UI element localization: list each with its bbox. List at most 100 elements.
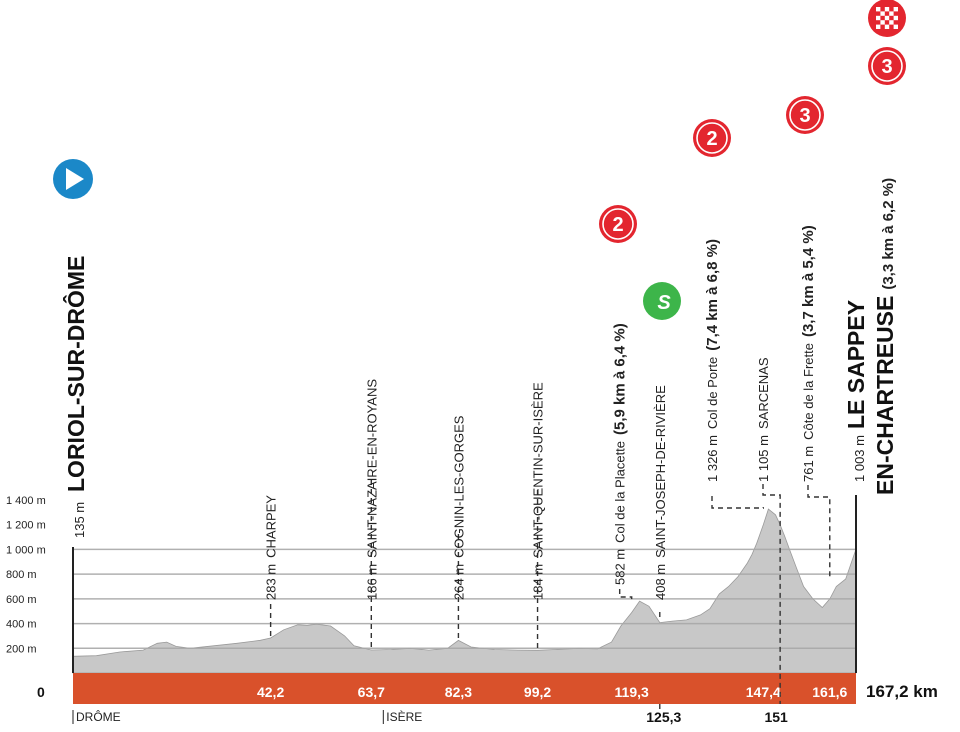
flag-square [889,20,894,25]
y-tick-label: 600 m [6,594,37,606]
climb-label-1-part-1: Col de Porte [705,357,720,429]
place-label-0: 283 m CHARPEY [264,495,279,600]
place-label-3-part-1: SAINT-QUENTIN-SUR-ISÈRE [531,382,546,558]
flag-square [889,11,894,16]
climb-category-badge-0-circle [599,205,637,243]
start-city-label: LORIOL-SUR-DRÔME [62,256,89,492]
climb-label-0: 582 m Col de la Placette (5,9 km à 6,4 %) [612,323,629,585]
distance-band-bar [73,673,856,704]
km-label-0: 42,2 [257,684,284,700]
place-label-1-part-1: SAINT-NAZAIRE-EN-ROYANS [364,379,379,558]
distance-band: 0 167,2 km 42,2 63,7 82,3 99,2 119,3 147,4 161,6… [37,673,938,725]
finish-km-label: 167,2 km [866,682,938,701]
flag-square [884,15,890,21]
climb-label-2-part-0: 761 m [801,446,816,482]
sprint-km-label: 125,3 [646,709,681,725]
sprint-icon-letter: S [657,292,671,314]
climb-km-label-0: 119,3 [615,684,649,700]
place-label-2-part-1: COGNIN-LES-GORGES [451,415,466,558]
finish-altitude-label-part-0: 1 003 m [852,435,867,482]
climb-category-badge-2-circle [786,96,824,134]
start-city-label-part-0: LORIOL-SUR-DRÔME [62,256,89,492]
flag-square [876,7,881,12]
y-tick-label: 200 m [6,643,37,655]
place-label-2-part-0: 264 m [451,564,466,600]
climb-label-2-part-2: (3,7 km à 5,4 %) [800,225,817,337]
y-axis-ticks: 200 m 400 m 600 m 800 m 1 000 m 1 200 m 1 400 … [6,495,46,655]
climb-km-label-1: 147,4 [746,684,781,700]
climb-stem-0 [618,589,633,600]
y-tick-label: 1 000 m [6,544,46,556]
climb-stem-1 [711,496,764,509]
place-label-2: 264 m COGNIN-LES-GORGES [451,415,466,600]
climb-label-2-part-1: Côte de la Frette [801,343,816,440]
place-label-3-part-0: 184 m [531,564,546,600]
climb-category-badge-0-label: 2 [612,214,623,236]
climb-label-0-part-1: Col de la Placette [613,441,628,543]
y-tick-label: 1 400 m [6,495,46,507]
sarcenas-label: 1 105 m SARCENAS [756,357,771,482]
marker-labels: 283 m CHARPEY 186 m SAINT-NAZAIRE-EN-ROYANS… [62,178,898,600]
sarcenas-stem [762,484,781,704]
y-tick-label: 1 200 m [6,520,46,532]
climb-category-badge-2-label: 3 [799,105,810,127]
climb-category-badge-2-ring [789,99,821,131]
y-tick-label: 400 m [6,619,37,631]
sprint-icon [643,282,681,320]
km-label-1: 63,7 [358,684,385,700]
place-label-0-part-0: 283 m [264,564,279,600]
start-altitude-label: 135 m [72,502,87,538]
sarcenas-km-label: 151 [764,709,788,725]
finish-flag-icon [868,0,906,37]
finish-category-badge-label: 3 [881,56,892,78]
finish-city-label: EN-CHARTREUSE (3,3 km à 6,2 %) [872,178,898,495]
flag-square [893,7,898,12]
climb-category-badge-1-label: 2 [706,128,717,150]
climb-km-label-2: 161,6 [812,684,847,700]
finish-altitude-label: 1 003 m LE SAPPEY [843,300,869,482]
climb-label-1-part-2: (7,4 km à 6,8 %) [704,239,721,351]
climb-stem-2 [807,485,831,577]
marker-icons: 2 2 3 S 3 [53,0,906,320]
flag-square [880,20,885,25]
finish-city-label-part-0: EN-CHARTREUSE [872,296,898,495]
flag-square [884,24,890,29]
sprint-label-part-1: SAINT-JOSEPH-DE-RIVIÈRE [653,385,668,558]
flag-square [893,24,898,29]
finish-altitude-label-part-1: LE SAPPEY [843,300,869,429]
start-arrow-icon [66,168,84,190]
finish-category-badge-ring [871,50,903,82]
flag-square [884,7,890,12]
sarcenas-label-part-1: SARCENAS [756,357,771,429]
region-label-0: DRÔME [76,709,121,724]
flag-square [880,11,885,16]
grid-lines [73,548,856,650]
climb-category-badge-0-ring [602,208,634,240]
climb-category-badge-1-circle [693,119,731,157]
sarcenas-label-part-0: 1 105 m [756,435,771,482]
zero-label: 0 [37,684,45,700]
climb-label-0-part-2: (5,9 km à 6,4 %) [612,323,629,435]
sprint-label: 408 m SAINT-JOSEPH-DE-RIVIÈRE [653,385,668,600]
place-label-1-part-0: 186 m [364,564,379,600]
flag-square [876,24,881,29]
flag-square [893,15,898,21]
region-label-1: ISÈRE [386,709,422,724]
place-label-1: 186 m SAINT-NAZAIRE-EN-ROYANS [364,379,379,600]
marker-stems [72,480,857,712]
climb-label-1: 1 326 m Col de Porte (7,4 km à 6,8 %) [704,239,721,482]
flag-square [876,15,881,21]
place-label-0-part-1: CHARPEY [264,495,279,558]
start-altitude-label-part-0: 135 m [72,502,87,538]
place-label-3: 184 m SAINT-QUENTIN-SUR-ISÈRE [531,382,546,600]
climb-label-2: 761 m Côte de la Frette (3,7 km à 5,4 %) [800,225,817,482]
y-tick-label: 800 m [6,569,37,581]
climb-label-0-part-0: 582 m [613,549,628,585]
sprint-label-part-0: 408 m [653,564,668,600]
climb-category-badge-1-ring [696,122,728,154]
km-label-2: 82,3 [445,684,472,700]
km-label-3: 99,2 [524,684,551,700]
climb-label-1-part-0: 1 326 m [705,435,720,482]
finish-city-label-part-1: (3,3 km à 6,2 %) [880,178,897,290]
